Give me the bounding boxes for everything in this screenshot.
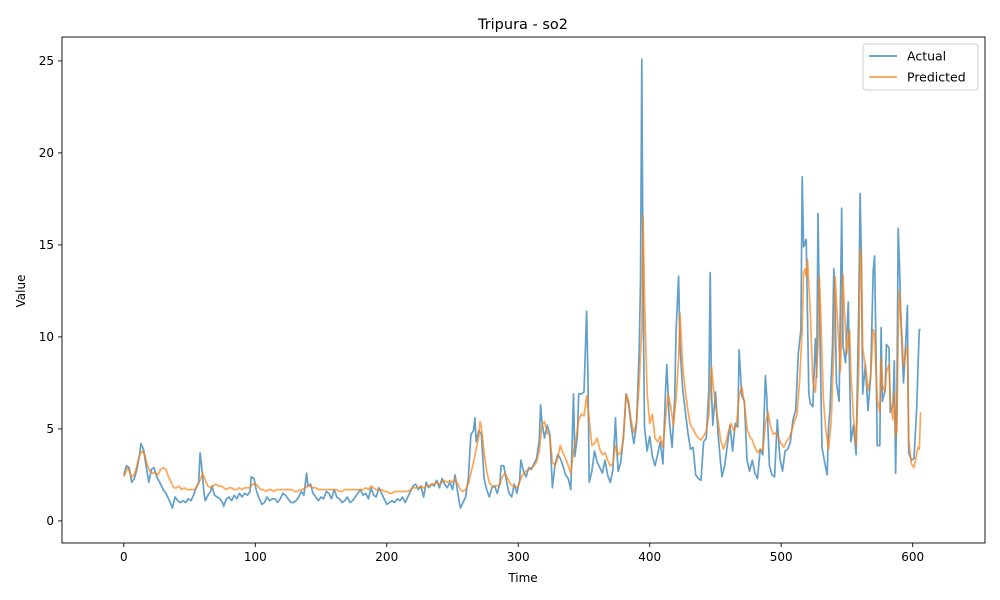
series-line-predicted <box>123 214 922 495</box>
x-tick-label: 600 <box>901 550 924 564</box>
chart-title: Tripura - so2 <box>477 17 568 33</box>
x-tick-label: 400 <box>638 550 661 564</box>
y-tick-label: 0 <box>46 514 54 528</box>
x-tick-label: 200 <box>375 550 398 564</box>
series-line-actual <box>122 58 921 509</box>
legend-label-predicted: Predicted <box>907 70 966 85</box>
x-tick-label: 100 <box>244 550 267 564</box>
y-tick-label: 10 <box>39 330 54 344</box>
y-tick-label: 25 <box>39 54 54 68</box>
x-tick-label: 0 <box>120 550 128 564</box>
x-tick-label: 500 <box>770 550 793 564</box>
y-axis-label: Value <box>14 275 28 308</box>
x-tick-label: 300 <box>507 550 530 564</box>
y-tick-label: 15 <box>39 238 54 252</box>
axes-frame <box>61 36 986 544</box>
plot-area: 0 100 200 300 400 500 600 0 5 10 15 20 25 <box>39 36 986 564</box>
y-tick-label: 5 <box>46 422 54 436</box>
legend: Actual Predicted <box>862 43 979 91</box>
x-axis-label: Time <box>507 571 537 585</box>
legend-label-actual: Actual <box>907 49 946 64</box>
y-tick-label: 20 <box>39 146 54 160</box>
